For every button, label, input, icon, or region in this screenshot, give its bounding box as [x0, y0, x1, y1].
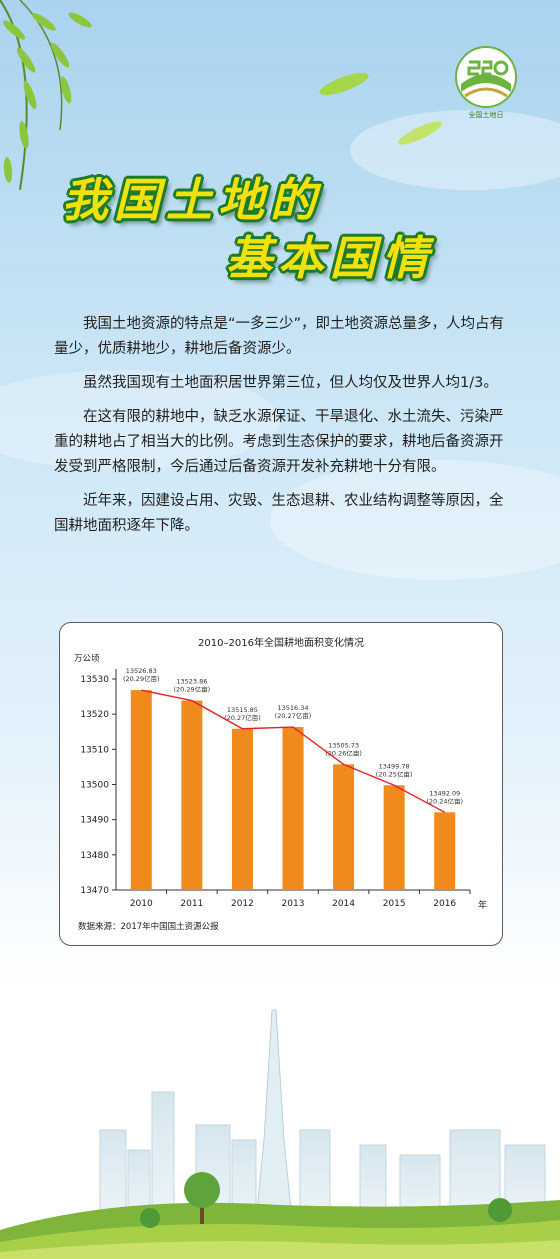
- y-tick-label: 13500: [80, 781, 109, 791]
- page-title-line2: 基本国情: [226, 231, 434, 285]
- data-sublabel: (20.29亿亩): [123, 674, 160, 683]
- x-tick-label: 2016: [433, 899, 456, 909]
- bar: [434, 812, 456, 890]
- chart-title: 2010–2016年全国耕地面积变化情况: [198, 636, 364, 649]
- willow-branch-icon: [0, 0, 92, 191]
- data-label: 13499.78: [379, 762, 410, 770]
- data-label: 13526.83: [126, 667, 157, 675]
- tree-icon: [184, 1172, 220, 1224]
- y-tick-label: 13470: [80, 886, 109, 896]
- farmland-chart-card: 2010–2016年全国耕地面积变化情况 万公顷 年 数据来源：2017年中国国…: [59, 622, 503, 946]
- chart-source: 数据来源：2017年中国国土资源公报: [78, 921, 219, 932]
- leaf-icon: [398, 121, 442, 145]
- bar: [231, 728, 253, 890]
- data-sublabel: (20.25亿亩): [376, 769, 413, 778]
- bar: [181, 700, 203, 890]
- data-sublabel: (20.26亿亩): [325, 748, 362, 757]
- paragraph: 近年来，因建设占用、灾毁、生态退耕、农业结构调整等原因，全国耕地面积逐年下降。: [54, 493, 504, 534]
- data-sublabel: (20.27亿亩): [224, 713, 261, 722]
- paragraph: 在这有限的耕地中，缺乏水源保证、干旱退化、水土流失、污染严重的耕地占了相当大的比…: [54, 409, 504, 475]
- data-label: 13505.73: [328, 741, 359, 749]
- x-tick-label: 2011: [180, 899, 203, 909]
- bar: [130, 690, 152, 890]
- y-tick-label: 13480: [80, 851, 109, 861]
- bar: [282, 727, 304, 890]
- x-tick-label: 2014: [332, 899, 355, 909]
- data-sublabel: (20.29亿亩): [174, 685, 211, 694]
- data-label: 13523.86: [176, 678, 207, 686]
- y-axis-label: 万公顷: [74, 654, 100, 664]
- canton-tower-icon: [255, 1009, 293, 1221]
- land-day-logo: 全国土地日: [451, 44, 521, 126]
- x-tick-label: 2012: [231, 899, 254, 909]
- bar: [333, 764, 355, 890]
- y-tick-label: 13510: [80, 745, 109, 755]
- y-tick-label: 13490: [80, 816, 109, 826]
- sky-background: [0, 72, 560, 580]
- y-tick-label: 13520: [80, 710, 109, 720]
- city-skyline-illustration: [0, 1009, 560, 1259]
- farmland-bar-chart: 2010–2016年全国耕地面积变化情况 万公顷 年 数据来源：2017年中国国…: [74, 636, 487, 932]
- data-sublabel: (20.24亿亩): [426, 796, 463, 805]
- trend-line: [141, 689, 446, 813]
- data-label: 13516.34: [277, 704, 308, 712]
- paragraph: 虽然我国现有土地面积居世界第三位，但人均仅及世界人均1/3。: [83, 375, 498, 391]
- y-tick-label: 13530: [80, 675, 109, 685]
- intro-text: 我国土地资源的特点是“一多三少”，即土地资源总量多，人均占有量少，优质耕地少，耕…: [54, 312, 514, 548]
- x-tick-label: 2015: [383, 899, 406, 909]
- bar: [383, 785, 405, 890]
- paragraph: 我国土地资源的特点是“一多三少”，即土地资源总量多，人均占有量少，优质耕地少，耕…: [54, 316, 505, 357]
- leaf-icon: [319, 72, 369, 96]
- page-title-line1: 我国土地的: [62, 173, 322, 227]
- logo-emblem-icon: [455, 46, 517, 108]
- data-sublabel: (20.27亿亩): [275, 711, 312, 720]
- x-tick-label: 2010: [130, 899, 153, 909]
- data-label: 13492.09: [429, 789, 460, 797]
- data-label: 13515.85: [227, 706, 258, 714]
- x-tick-label: 2013: [282, 899, 305, 909]
- x-axis-label: 年: [478, 899, 487, 911]
- logo-text: 全国土地日: [468, 111, 504, 119]
